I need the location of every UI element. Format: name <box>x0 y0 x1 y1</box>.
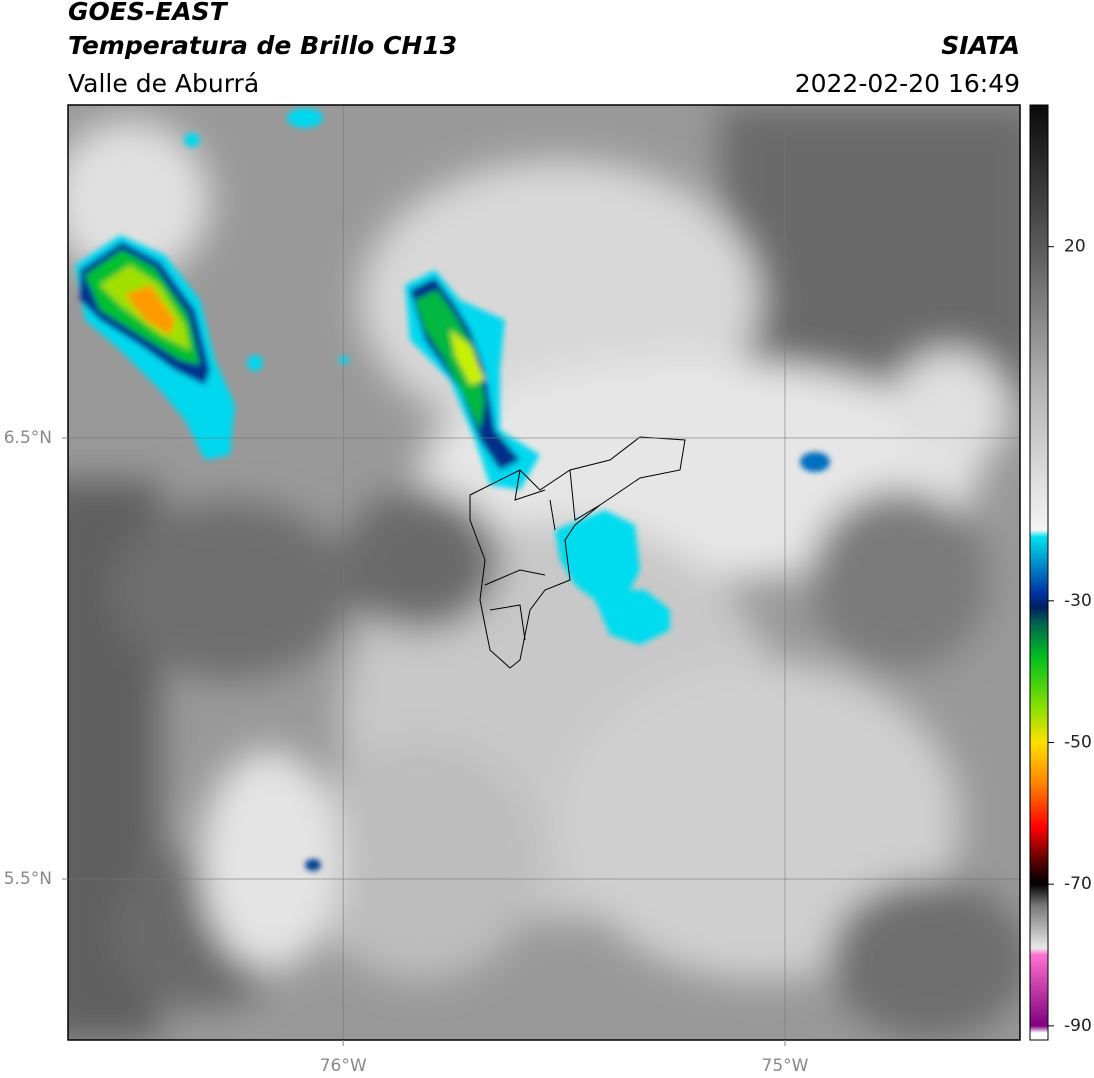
region: Valle de Aburrá <box>68 69 259 98</box>
timestamp: 2022-02-20 16:49 <box>795 69 1020 98</box>
cold-clouds <box>75 108 830 871</box>
y-tick-label: 5.5°N <box>4 869 52 889</box>
colorbar-tick-label: -50 <box>1064 733 1092 753</box>
y-tick-label: 6.5°N <box>4 428 52 448</box>
colorbar-tick-label: -70 <box>1064 874 1092 894</box>
colorbar-tick-label: -30 <box>1064 591 1092 611</box>
x-tick-label: 76°W <box>320 1056 367 1076</box>
colorbar-tick-label: 20 <box>1064 237 1086 257</box>
colorbar <box>1029 104 1049 1041</box>
subtitle: Temperatura de Brillo CH13 <box>68 31 457 60</box>
municipality-borders <box>469 436 686 669</box>
satellite-image <box>68 105 1020 1040</box>
grid <box>68 105 1020 1040</box>
map-frame <box>67 104 1021 1041</box>
colorbar-tick-label: -90 <box>1064 1016 1092 1036</box>
source: SIATA <box>941 31 1020 60</box>
x-tick-label: 75°W <box>762 1056 809 1076</box>
title: GOES-EAST <box>68 0 229 26</box>
